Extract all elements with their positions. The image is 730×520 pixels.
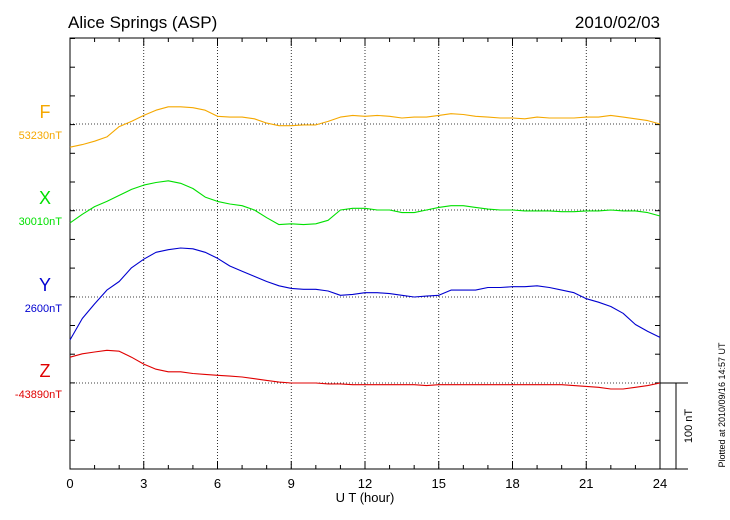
x-tick-label: 6: [214, 476, 221, 491]
series-baseline-y: 2600nT: [25, 303, 63, 315]
scale-bar-label: 100 nT: [683, 409, 695, 444]
series-baseline-z: -43890nT: [15, 389, 62, 401]
x-tick-label: 9: [288, 476, 295, 491]
scale-bar: 100 nT: [660, 382, 695, 470]
series-line-y: [69, 247, 661, 341]
x-axis-label: U T (hour): [336, 490, 395, 505]
series-lines: [69, 106, 661, 390]
x-tick-label: 18: [505, 476, 519, 491]
series-labels: F 53230nT X 30010nT Y 2600nT Z -43890nT: [15, 102, 62, 401]
series-baseline-x: 30010nT: [19, 216, 63, 228]
axis-ticks: [69, 38, 661, 469]
series-name-x: X: [39, 188, 51, 208]
series-baseline-f: 53230nT: [19, 130, 63, 142]
x-tick-label: 24: [653, 476, 667, 491]
chart-date: 2010/02/03: [575, 13, 660, 32]
x-tick-label: 3: [140, 476, 147, 491]
series-line-z: [69, 349, 661, 390]
x-tick-label: 21: [579, 476, 593, 491]
grid: [70, 38, 660, 469]
chart-title: Alice Springs (ASP): [68, 13, 217, 32]
x-tick-label: 15: [432, 476, 446, 491]
plotted-timestamp: Plotted at 2010/09/16 14:57 UT: [717, 342, 727, 468]
x-tick-label: 0: [66, 476, 73, 491]
series-name-z: Z: [40, 361, 51, 381]
series-line-f: [69, 106, 661, 148]
x-tick-labels: 0 3 6 9 12 15 18 21 24: [66, 476, 667, 491]
series-line-x: [69, 180, 661, 226]
series-name-f: F: [40, 102, 51, 122]
series-name-y: Y: [39, 275, 51, 295]
x-tick-label: 12: [358, 476, 372, 491]
